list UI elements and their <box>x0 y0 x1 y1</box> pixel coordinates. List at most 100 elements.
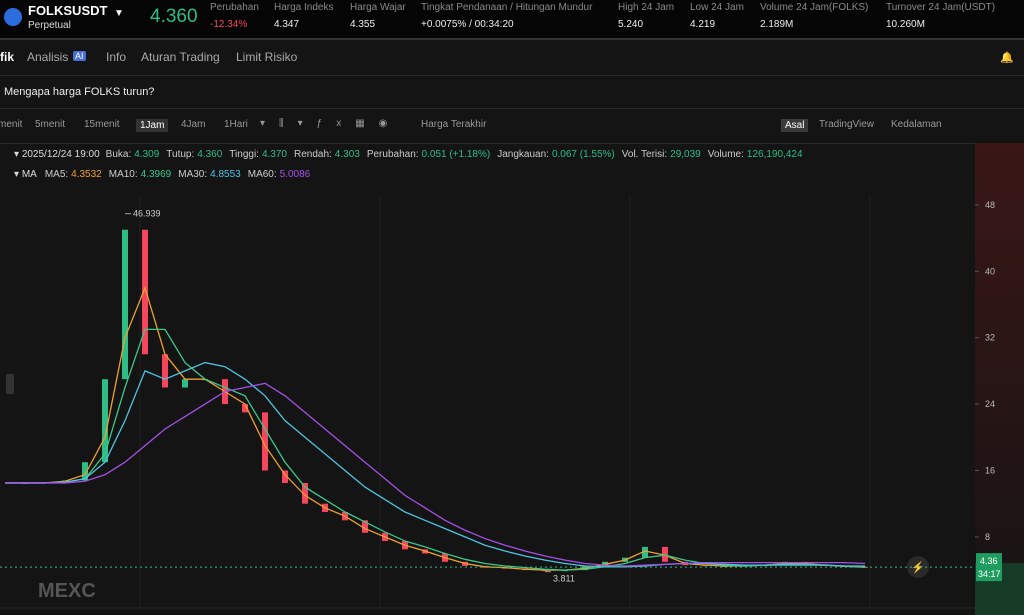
ma-value: 4.8553 <box>210 169 241 180</box>
ohlc-label: Tutup: <box>166 149 195 160</box>
tab-bar: fik Analisis AI Info Aturan Trading Limit Ris… <box>0 40 1024 76</box>
ohlc-label: Rendah: <box>293 149 332 160</box>
interval[interactable]: 4Jam <box>181 119 206 130</box>
ohlc-value: 4.370 <box>261 149 287 160</box>
ohlc-label: Tinggi: <box>229 149 259 160</box>
stat-value: -12.34% <box>210 19 248 30</box>
ohlc-value: 4.360 <box>197 149 223 160</box>
candle <box>102 379 108 463</box>
ma-label: MA5: <box>44 169 69 180</box>
last-price: 4.360 <box>150 6 198 27</box>
stat-label: Perubahan <box>210 2 259 13</box>
ma-line <box>5 361 865 568</box>
y-tick-label: 24 <box>985 399 995 409</box>
ohlc-label: Vol. Terisi: <box>621 149 668 160</box>
ma-row: ▾ MA MA5: 4.3532 MA10: 4.3969 MA30: 4.8553 MA60… <box>14 169 311 180</box>
y-tick-label: 32 <box>985 333 995 343</box>
toolbar-icons: ▾⫼▾ƒx▦◉ <box>260 118 402 129</box>
interval[interactable]: 15menit <box>84 119 120 130</box>
candle <box>642 546 648 558</box>
stat-label: High 24 Jam <box>618 2 675 13</box>
tab[interactable]: fik <box>0 50 15 64</box>
view[interactable]: Kedalaman <box>891 119 942 130</box>
stat-label: Harga Indeks <box>274 2 334 13</box>
y-tick-label: 8 <box>985 532 990 542</box>
stat-value: 4.219 <box>690 19 716 30</box>
ma-value: 5.0086 <box>279 169 311 180</box>
candle <box>662 546 668 562</box>
coin-icon <box>4 8 22 26</box>
toolbar: menit 5menit 15menit 1Jam 4Jam 1Hari ▾⫼▾ƒx▦◉ Ha… <box>0 108 1024 144</box>
header: FOLKSUSDT Perpetual ▼ 4.360 Perubahan -12… <box>0 0 1024 40</box>
view[interactable]: Asal <box>781 119 809 132</box>
dropdown[interactable]: ▼ <box>114 8 124 19</box>
ohlc-value: 0.051 (+1.18%) <box>421 149 491 160</box>
candle <box>162 354 168 388</box>
interval[interactable]: 1Hari <box>224 119 248 130</box>
y-tick-label: 16 <box>985 465 995 475</box>
stat-value: 2.189M <box>760 19 794 30</box>
contract: Perpetual <box>28 20 71 31</box>
candle <box>262 412 268 471</box>
ma-title: MA <box>21 169 37 180</box>
ohlc-label: Buka: <box>105 149 132 160</box>
side-handle[interactable] <box>6 374 14 394</box>
ohlc-label: Perubahan: <box>366 149 419 160</box>
question[interactable]: Mengapa harga FOLKS turun? <box>4 86 155 98</box>
y-tick-label: 40 <box>985 266 995 276</box>
price-type[interactable]: Harga Terakhir <box>421 119 487 130</box>
stat-label: Volume 24 Jam(FOLKS) <box>760 2 869 13</box>
y-tick-label: 48 <box>985 200 995 210</box>
annotation: 3.811 <box>553 574 575 584</box>
ma-label: MA30: <box>178 169 208 180</box>
tab[interactable]: Aturan Trading <box>141 50 220 64</box>
price-axis-bg <box>975 143 1024 563</box>
ohlc-label: Volume: <box>707 149 744 160</box>
candle <box>182 379 188 388</box>
ma-line <box>5 382 866 567</box>
interval[interactable]: menit <box>0 119 23 130</box>
current-price-tag <box>976 553 1002 582</box>
tab[interactable]: Analisis <box>27 50 69 64</box>
ma-value: 4.3532 <box>71 169 102 180</box>
stat-value: 5.240 <box>618 19 644 30</box>
interval[interactable]: 1Jam <box>136 119 169 132</box>
flash-button[interactable] <box>907 556 929 578</box>
ohlc-label: Jangkauan: <box>497 149 549 160</box>
ohlc-value: 4.309 <box>134 149 160 160</box>
candle <box>142 229 148 355</box>
candle <box>362 520 368 533</box>
current-price-label: 4.36 <box>980 556 998 566</box>
interval[interactable]: 5menit <box>35 119 66 130</box>
candle <box>282 470 288 483</box>
ohlc-value: 0.067 (1.55%) <box>551 149 615 160</box>
tab[interactable]: AI <box>73 51 86 61</box>
candle <box>82 462 88 481</box>
tab[interactable]: Limit Risiko <box>236 50 298 64</box>
symbol[interactable]: FOLKSUSDT <box>28 3 108 18</box>
watermark: MEXC <box>38 580 96 602</box>
ohlc-value: 126,190,424 <box>746 149 803 160</box>
candle <box>302 482 308 504</box>
stat-label: Low 24 Jam <box>690 2 744 13</box>
ma-value: 4.3969 <box>140 169 172 180</box>
ohlc-time: 2025/12/24 19:00 <box>21 149 100 160</box>
stat-label: Tingkat Pendanaan / Hitungan Mundur <box>421 2 593 13</box>
ohlc-value: 4.303 <box>334 149 360 160</box>
ma-label: MA60: <box>247 169 277 180</box>
candle <box>242 404 248 413</box>
tab[interactable]: Info <box>106 50 127 64</box>
bell-icon[interactable]: 🔔 <box>1000 52 1014 64</box>
stat-label: Harga Wajar <box>350 2 406 13</box>
stat-value: 4.355 <box>350 19 376 30</box>
ohlc-row: ▾ 2025/12/24 19:00 Buka: 4.309 Tutup: 4.360 T… <box>14 149 803 160</box>
ma-line <box>5 328 866 571</box>
view[interactable]: TradingView <box>819 119 875 130</box>
annotation: 46.939 <box>133 209 161 219</box>
flash-icon: ⚡ <box>911 561 925 574</box>
ma-label: MA10: <box>108 169 138 180</box>
stat-value: 10.260M <box>886 19 925 30</box>
stat-label: Turnover 24 Jam(USDT) <box>886 2 996 13</box>
